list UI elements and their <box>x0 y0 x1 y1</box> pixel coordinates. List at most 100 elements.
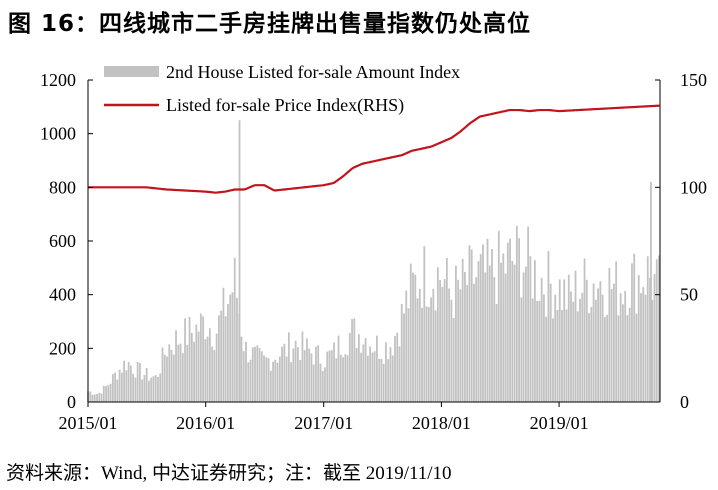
bar <box>414 274 417 402</box>
bar <box>561 309 563 402</box>
bar <box>98 392 101 402</box>
bar <box>376 335 378 402</box>
bar <box>120 372 123 402</box>
bar <box>637 275 640 402</box>
bar <box>96 393 98 402</box>
bar <box>175 330 177 402</box>
bar <box>524 266 527 402</box>
bar <box>651 299 654 402</box>
bar <box>254 346 256 402</box>
bar <box>479 254 482 402</box>
bar <box>626 315 629 402</box>
bar <box>509 238 511 402</box>
bar <box>129 365 132 402</box>
x-tick-label: 2019/01 <box>530 413 589 433</box>
bar <box>335 358 338 402</box>
bar <box>269 370 272 402</box>
bar <box>576 311 579 402</box>
y-right-tick-label: 0 <box>680 392 689 412</box>
bar <box>102 385 105 402</box>
bar <box>236 297 238 402</box>
bar <box>610 289 613 402</box>
bar <box>635 313 638 402</box>
bar <box>89 391 92 402</box>
bar <box>337 335 340 402</box>
bar <box>152 376 155 402</box>
bar <box>400 303 403 402</box>
bar <box>601 294 604 402</box>
bar <box>412 272 414 402</box>
bar <box>251 347 254 402</box>
bar <box>134 377 137 402</box>
bar <box>312 364 315 402</box>
bar <box>159 373 162 402</box>
bar <box>333 342 335 402</box>
bar <box>450 299 453 402</box>
bar <box>527 226 530 402</box>
bar <box>290 362 293 402</box>
bar <box>588 313 590 402</box>
bar <box>567 274 570 402</box>
axes: 0 200 400 600 800 1000 1200 0 50 100 150 2015/01 201… <box>40 70 707 433</box>
bar <box>563 279 566 402</box>
bar-spike <box>650 181 652 402</box>
bar <box>538 300 541 402</box>
bar <box>297 347 299 402</box>
bar <box>91 394 94 402</box>
bar <box>141 379 144 402</box>
bar <box>583 258 586 402</box>
bar <box>482 244 484 402</box>
bar <box>425 306 428 402</box>
bar <box>475 277 478 402</box>
bar <box>441 286 444 402</box>
x-tick-label: 2018/01 <box>412 413 471 433</box>
bar <box>371 352 374 402</box>
bar <box>272 361 274 402</box>
bar <box>125 370 128 402</box>
bar <box>536 301 539 402</box>
bar <box>502 253 505 402</box>
bar <box>642 287 645 402</box>
bar <box>107 385 110 402</box>
bar <box>574 270 577 402</box>
bar <box>617 315 620 402</box>
bar <box>504 273 507 402</box>
bar <box>319 363 322 402</box>
bar <box>443 279 446 402</box>
bar <box>222 287 225 402</box>
source-note: 资料来源：Wind, 中达证券研究；注：截至 2019/11/10 <box>6 463 452 484</box>
bar <box>579 298 581 402</box>
bar <box>511 260 514 402</box>
bar <box>346 355 349 402</box>
bar <box>497 230 500 402</box>
bar <box>193 341 195 402</box>
bar <box>597 288 599 402</box>
bar <box>100 393 103 402</box>
bar <box>403 313 405 402</box>
bar <box>396 332 399 402</box>
bar <box>628 307 631 402</box>
bar <box>378 358 381 402</box>
bar <box>123 360 126 402</box>
bar <box>486 238 489 402</box>
bar <box>348 333 351 402</box>
bar <box>190 332 193 402</box>
bar <box>552 318 554 402</box>
bar <box>213 350 216 402</box>
bar <box>208 328 211 402</box>
bar <box>423 246 426 402</box>
bar <box>321 370 324 402</box>
bar <box>330 350 333 402</box>
bar <box>242 351 245 402</box>
bar <box>473 283 475 402</box>
bar <box>199 313 202 402</box>
bar <box>328 350 331 402</box>
bar <box>452 318 455 402</box>
bar <box>317 345 320 402</box>
bar <box>299 359 302 402</box>
bar <box>522 272 525 402</box>
bar <box>220 310 223 402</box>
bar <box>540 277 543 402</box>
bar <box>344 354 347 402</box>
